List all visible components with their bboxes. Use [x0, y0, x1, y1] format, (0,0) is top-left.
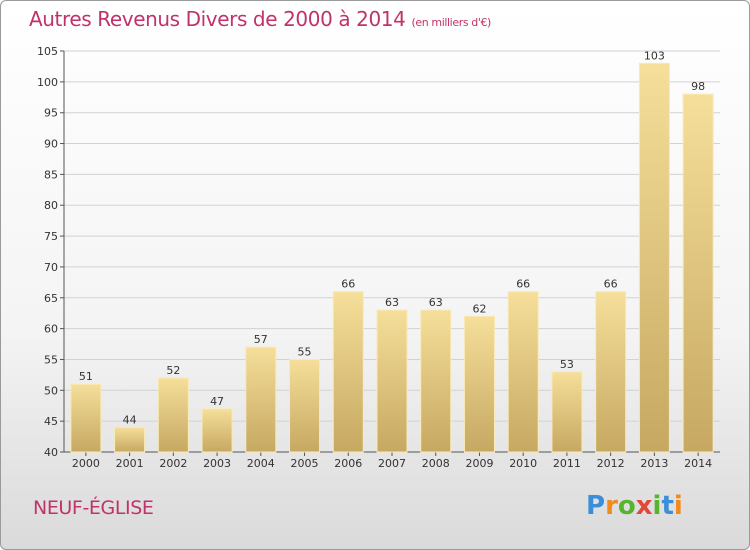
place-name: NEUF-ÉGLISE — [33, 497, 154, 519]
bar-value-label: 51 — [79, 370, 93, 383]
bar-2002 — [157, 377, 189, 453]
y-tick-label: 55 — [44, 353, 58, 366]
bar-2004 — [245, 346, 277, 453]
y-tick-label: 105 — [37, 45, 58, 58]
y-tick-label: 60 — [44, 323, 58, 336]
chart-title: Autres Revenus Divers de 2000 à 2014 (en … — [29, 7, 491, 31]
bar-value-label: 63 — [385, 296, 399, 309]
chart-title-text: Autres Revenus Divers de 2000 à 2014 — [29, 7, 406, 31]
bar-value-label: 103 — [644, 49, 665, 62]
y-tick-label: 70 — [44, 261, 58, 274]
bar-value-label: 53 — [560, 358, 574, 371]
bar-value-label: 52 — [166, 364, 180, 377]
labels: 51 2000 44 2001 52 2002 47 2003 57 2004 55 2005 66 20… — [72, 49, 712, 470]
y-tick-label: 80 — [44, 199, 58, 212]
x-tick-label: 2011 — [553, 457, 581, 470]
bar-value-label: 57 — [254, 333, 268, 346]
bar-value-label: 55 — [298, 345, 312, 358]
x-tick-label: 2013 — [640, 457, 668, 470]
bar-2007 — [376, 309, 408, 453]
bar-2013 — [638, 62, 670, 453]
x-tick-label: 2006 — [334, 457, 362, 470]
bar-value-label: 66 — [604, 278, 618, 291]
x-tick-label: 2007 — [378, 457, 406, 470]
x-tick-label: 2000 — [72, 457, 100, 470]
bar-value-label: 47 — [210, 395, 224, 408]
bar-2014 — [682, 93, 714, 453]
bar-2005 — [289, 358, 321, 453]
x-tick-label: 2009 — [465, 457, 493, 470]
bar-value-label: 44 — [123, 413, 137, 426]
bar-2012 — [595, 291, 627, 453]
bars — [70, 62, 714, 453]
x-tick-label: 2004 — [247, 457, 275, 470]
bar-value-label: 66 — [516, 278, 530, 291]
bar-2008 — [420, 309, 452, 453]
y-tick-label: 40 — [44, 446, 58, 459]
bar-2011 — [551, 371, 583, 453]
y-tick-label: 75 — [44, 230, 58, 243]
y-tick-label: 85 — [44, 168, 58, 181]
x-tick-label: 2001 — [116, 457, 144, 470]
x-tick-label: 2005 — [291, 457, 319, 470]
y-tick-label: 65 — [44, 292, 58, 305]
bar-value-label: 66 — [341, 278, 355, 291]
y-tick-label: 95 — [44, 107, 58, 120]
bar-value-label: 98 — [691, 80, 705, 93]
chart-subtitle: (en milliers d'€) — [411, 16, 491, 29]
y-tick-label: 100 — [37, 76, 58, 89]
bar-2010 — [507, 291, 539, 453]
y-tick-label: 90 — [44, 138, 58, 151]
bar-2006 — [332, 291, 364, 453]
x-tick-label: 2002 — [159, 457, 187, 470]
y-tick-label: 50 — [44, 384, 58, 397]
bar-value-label: 62 — [472, 302, 486, 315]
x-tick-label: 2012 — [597, 457, 625, 470]
x-tick-label: 2010 — [509, 457, 537, 470]
x-tick-label: 2014 — [684, 457, 712, 470]
x-tick-label: 2003 — [203, 457, 231, 470]
bar-value-label: 63 — [429, 296, 443, 309]
bar-2009 — [463, 315, 495, 453]
bar-2003 — [201, 408, 233, 453]
bar-2000 — [70, 383, 102, 453]
y-tick-label: 45 — [44, 415, 58, 428]
proxiti-logo[interactable]: Proxiti — [586, 491, 683, 521]
bar-2001 — [114, 426, 146, 453]
x-tick-label: 2008 — [422, 457, 450, 470]
